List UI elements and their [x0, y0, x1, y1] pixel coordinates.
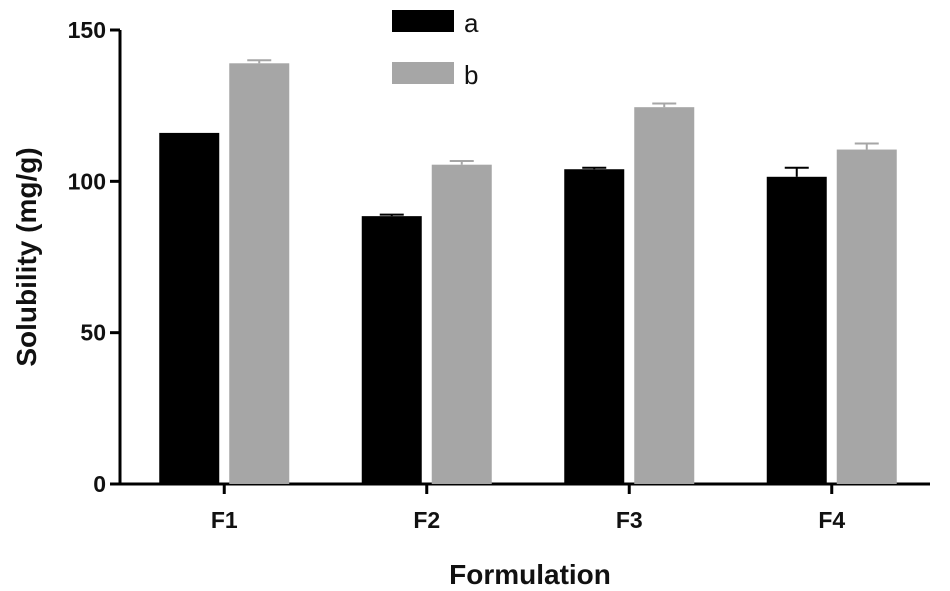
y-tick-label: 100 — [68, 168, 106, 194]
error-bars — [247, 59, 879, 217]
legend-swatch-a — [392, 10, 454, 32]
x-tick-label: F3 — [616, 507, 643, 533]
y-axis-title: Solubility (mg/g) — [11, 147, 42, 366]
x-tick-label: F4 — [818, 507, 845, 533]
legend-label-b: b — [464, 60, 478, 90]
x-axis-title: Formulation — [449, 559, 611, 590]
legend: a b — [392, 8, 479, 90]
y-tick-label: 0 — [93, 471, 106, 497]
bar-b-F3 — [634, 107, 695, 485]
bar-b-F4 — [836, 149, 897, 484]
legend-label-a: a — [464, 8, 479, 38]
y-tick-label: 150 — [68, 17, 106, 43]
bar-a-F4 — [766, 176, 827, 484]
bar-a-F1 — [159, 132, 220, 484]
y-tick-label: 50 — [80, 320, 106, 346]
bar-a-F3 — [564, 169, 625, 484]
legend-swatch-b — [392, 62, 454, 84]
bar-b-F2 — [431, 164, 492, 485]
x-tick-label: F1 — [211, 507, 238, 533]
bars — [159, 63, 897, 485]
bar-b-F1 — [229, 63, 290, 484]
bar-a-F2 — [361, 216, 422, 484]
x-tick-label: F2 — [413, 507, 440, 533]
x-ticks: F1 F2 F3 F4 — [211, 484, 845, 533]
y-ticks: 0 50 100 150 — [68, 17, 120, 497]
